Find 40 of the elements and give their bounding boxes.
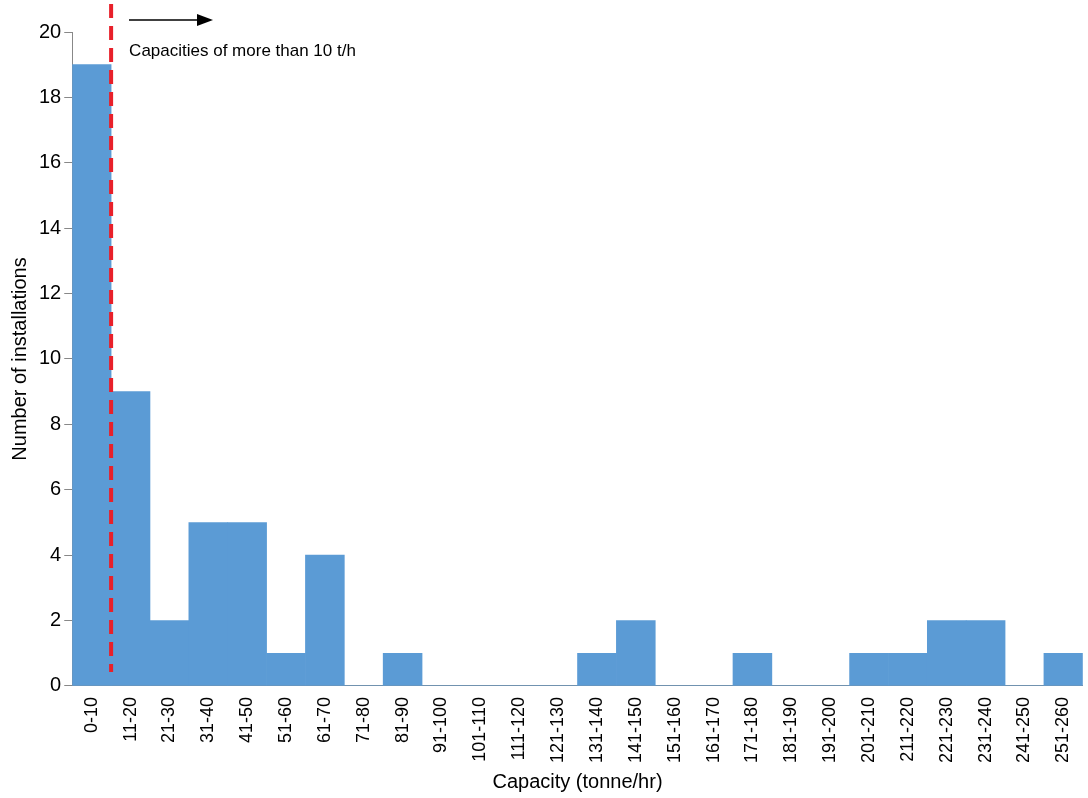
y-tick-label: 16	[39, 150, 62, 173]
y-tick-label: 14	[39, 215, 62, 238]
x-tick-label: 71-80	[352, 696, 373, 743]
y-tick-label: 20	[39, 19, 62, 42]
y-tick-label: 0	[50, 673, 62, 696]
x-tick-label: 201-210	[857, 696, 878, 763]
y-tick-label: 18	[39, 84, 62, 107]
x-tick-label: 251-260	[1052, 696, 1073, 763]
x-tick-label: 21-30	[158, 696, 179, 743]
x-tick-label: 111-120	[508, 696, 529, 761]
x-tick-label: 141-150	[624, 696, 645, 763]
x-tick-label: 161-170	[702, 696, 723, 763]
x-tick-label: 41-50	[236, 696, 257, 743]
x-tick-label: 191-200	[819, 696, 840, 763]
x-tick-label: 101-110	[469, 696, 490, 762]
y-tick-label: 2	[50, 608, 62, 631]
annotation: Capacities of more than 10 t/h	[129, 40, 356, 60]
x-tick-label: 171-180	[741, 696, 762, 763]
x-tick-label: 231-240	[974, 696, 995, 763]
x-tick-label: 241-250	[1013, 696, 1034, 763]
y-tick-label: 8	[50, 411, 62, 434]
x-tick-label: 181-190	[780, 696, 801, 763]
x-tick-label: 81-90	[391, 696, 412, 743]
y-tick-label: 6	[50, 477, 62, 500]
y-axis-title: Number of installations	[7, 257, 30, 461]
x-tick-label: 51-60	[274, 696, 295, 743]
x-tick-label: 0-10	[80, 696, 101, 733]
x-tick-label: 121-130	[547, 696, 568, 763]
x-axis-title: Capacity (tonne/hr)	[492, 769, 663, 792]
x-tick-label: 61-70	[313, 696, 334, 743]
x-tick-label: 31-40	[197, 696, 218, 743]
x-tick-label: 221-230	[935, 696, 956, 763]
y-tick-label: 4	[50, 542, 62, 565]
x-tick-label: 91-100	[430, 696, 451, 753]
y-tick-label: 10	[39, 346, 62, 369]
y-tick-label: 12	[39, 281, 62, 304]
x-tick-label: 11-20	[119, 696, 140, 742]
x-tick-label: 211-220	[896, 696, 917, 762]
x-tick-label: 131-140	[585, 696, 606, 763]
x-tick-label: 151-160	[663, 696, 684, 763]
